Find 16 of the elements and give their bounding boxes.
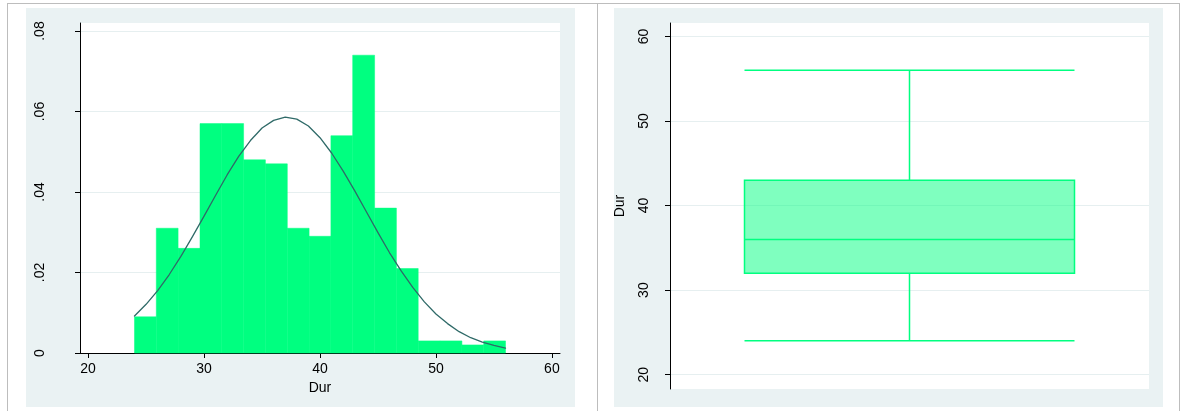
y-tick-label: 50 [635, 113, 651, 129]
y-tick-label: .08 [31, 21, 47, 41]
y-tick-label: 0 [31, 348, 47, 357]
x-axis-title: Dur [308, 378, 332, 395]
y-tick-label: 60 [635, 28, 651, 45]
y-tick-label: 40 [635, 197, 651, 214]
x-tick-label: 50 [428, 360, 444, 376]
y-tick-label: .06 [31, 101, 47, 122]
y-tick-label: .02 [31, 262, 47, 283]
y-tick-label: 30 [635, 282, 651, 298]
y-axis-title: Dur [611, 194, 627, 218]
x-tick-label: 40 [312, 360, 328, 376]
x-tick-label: 60 [544, 360, 560, 376]
y-tick-label: .04 [31, 182, 47, 202]
x-tick-label: 20 [80, 360, 97, 376]
x-tick-label: 30 [196, 360, 213, 376]
